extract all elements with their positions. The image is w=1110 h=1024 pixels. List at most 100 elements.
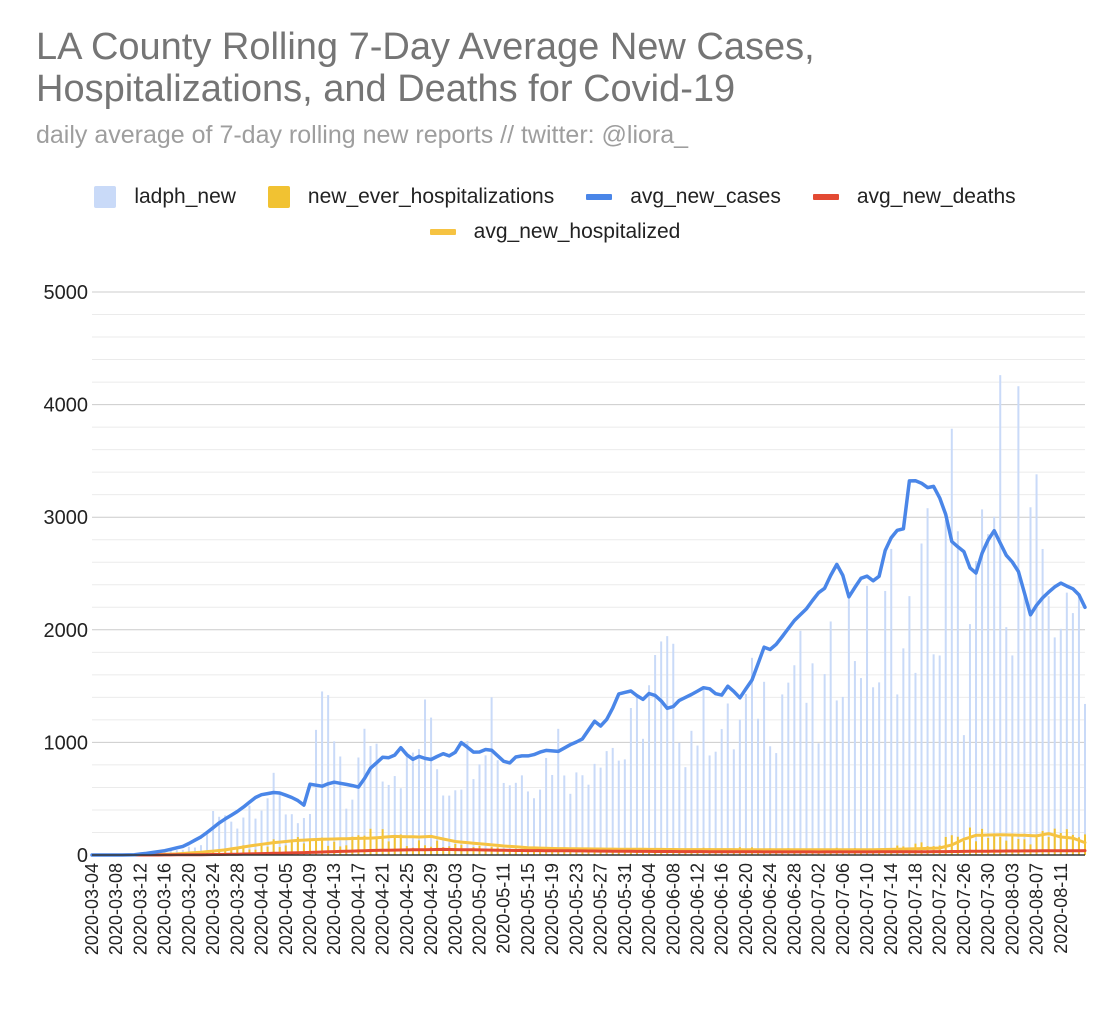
bar-ladph-new (424, 699, 427, 855)
bar-ladph-new (1047, 596, 1050, 855)
bar-new-ever-hospitalizations (272, 839, 275, 855)
bar-ladph-new (266, 798, 269, 855)
bar-new-ever-hospitalizations (623, 851, 626, 855)
bar-ladph-new (369, 745, 372, 855)
bar-ladph-new (315, 729, 318, 855)
x-tick-label: 2020-07-18 (905, 863, 925, 955)
bar-new-ever-hospitalizations (641, 851, 644, 855)
x-tick-label: 2020-07-10 (857, 863, 877, 955)
bar-new-ever-hospitalizations (218, 849, 221, 855)
bar-new-ever-hospitalizations (266, 846, 269, 855)
bar-ladph-new (920, 543, 923, 855)
x-tick-label: 2020-06-28 (784, 863, 804, 955)
bar-new-ever-hospitalizations (381, 829, 384, 855)
legend-swatch-new-ever-hospitalizations (267, 186, 290, 208)
bar-new-ever-hospitalizations (302, 843, 305, 855)
bar-new-ever-hospitalizations (508, 849, 511, 855)
bar-ladph-new (248, 805, 251, 855)
bar-ladph-new (212, 811, 215, 855)
legend-item-avg-new-cases[interactable]: avg_new_cases (586, 185, 781, 209)
x-tick-label: 2020-05-31 (615, 863, 635, 955)
legend-item-avg-new-deaths[interactable]: avg_new_deaths (812, 185, 1016, 209)
bar-ladph-new (805, 702, 808, 855)
legend-swatch-avg-new-hospitalized (429, 229, 456, 235)
legend-item-ladph-new[interactable]: ladph_new (94, 185, 236, 209)
bar-new-ever-hospitalizations (533, 851, 536, 855)
bar-ladph-new (799, 630, 802, 855)
bar-ladph-new (187, 846, 190, 855)
bar-new-ever-hospitalizations (1084, 834, 1086, 855)
bar-new-ever-hospitalizations (502, 850, 505, 855)
bar-ladph-new (333, 741, 336, 855)
bar-new-ever-hospitalizations (557, 849, 560, 855)
bar-new-ever-hospitalizations (1077, 837, 1080, 855)
bar-ladph-new (950, 428, 953, 855)
bar-ladph-new (442, 795, 445, 855)
bar-ladph-new (284, 814, 287, 855)
bar-ladph-new (539, 789, 542, 855)
x-tick-label: 2020-05-23 (566, 863, 586, 955)
bar-ladph-new (702, 687, 705, 855)
x-tick-label: 2020-03-24 (203, 863, 223, 955)
x-tick-label: 2020-06-04 (639, 863, 659, 955)
x-tick-label: 2020-06-12 (687, 863, 707, 955)
bar-ladph-new (514, 782, 517, 855)
bar-new-ever-hospitalizations (442, 847, 445, 855)
bar-new-ever-hospitalizations (1017, 838, 1020, 855)
x-tick-label: 2020-08-11 (1051, 863, 1071, 954)
bar-ladph-new (199, 845, 202, 855)
bar-new-ever-hospitalizations (1035, 837, 1038, 855)
bar-new-ever-hospitalizations (357, 835, 360, 855)
legend-item-new-ever-hospitalizations[interactable]: new_ever_hospitalizations (267, 185, 554, 209)
y-tick-label: 2000 (44, 620, 89, 642)
legend-second-row: avg_new_hospitalized (0, 220, 1110, 244)
x-tick-label: 2020-05-19 (542, 863, 562, 955)
bar-ladph-new (908, 596, 911, 855)
bar-new-ever-hospitalizations (690, 851, 693, 855)
bar-new-ever-hospitalizations (1011, 834, 1014, 855)
bar-ladph-new (962, 735, 965, 855)
bar-new-ever-hospitalizations (315, 839, 318, 855)
bar-ladph-new (551, 774, 554, 855)
bar-ladph-new (623, 759, 626, 855)
bar-ladph-new (381, 781, 384, 855)
bar-ladph-new (599, 767, 602, 855)
bar-ladph-new (206, 834, 209, 855)
x-tick-label: 2020-03-28 (227, 863, 247, 955)
legend-item-avg-new-hospitalized[interactable]: avg_new_hospitalized (429, 220, 680, 244)
x-tick-label: 2020-03-16 (155, 863, 175, 955)
bar-new-ever-hospitalizations (248, 849, 251, 855)
bar-ladph-new (696, 745, 699, 855)
bar-ladph-new (526, 791, 529, 855)
bar-ladph-new (884, 590, 887, 855)
bar-new-ever-hospitalizations (333, 841, 336, 855)
bar-ladph-new (987, 534, 990, 855)
bar-ladph-new (224, 815, 227, 855)
bar-ladph-new (502, 782, 505, 855)
bar-ladph-new (744, 693, 747, 855)
bar-ladph-new (454, 790, 457, 855)
bar-ladph-new (411, 752, 414, 855)
bar-new-ever-hospitalizations (417, 840, 420, 855)
bar-ladph-new (708, 755, 711, 855)
bar-ladph-new (678, 742, 681, 855)
bar-ladph-new (866, 585, 869, 855)
x-tick-label: 2020-04-13 (324, 863, 344, 955)
legend-swatch-avg-new-cases (586, 194, 613, 200)
bar-ladph-new (236, 828, 239, 855)
bar-ladph-new (508, 785, 511, 855)
bar-new-ever-hospitalizations (775, 852, 778, 855)
bar-ladph-new (853, 661, 856, 855)
bar-ladph-new (308, 813, 311, 855)
bar-ladph-new (478, 764, 481, 855)
bar-new-ever-hospitalizations (375, 837, 378, 855)
bar-ladph-new (563, 775, 566, 855)
bar-new-ever-hospitalizations (242, 845, 245, 855)
bar-new-ever-hospitalizations (1059, 833, 1062, 855)
bar-ladph-new (726, 703, 729, 855)
bar-ladph-new (272, 772, 275, 855)
bar-ladph-new (290, 814, 293, 855)
bar-ladph-new (1077, 593, 1080, 855)
bar-new-ever-hospitalizations (484, 850, 487, 855)
x-tick-label: 2020-05-15 (518, 863, 538, 955)
